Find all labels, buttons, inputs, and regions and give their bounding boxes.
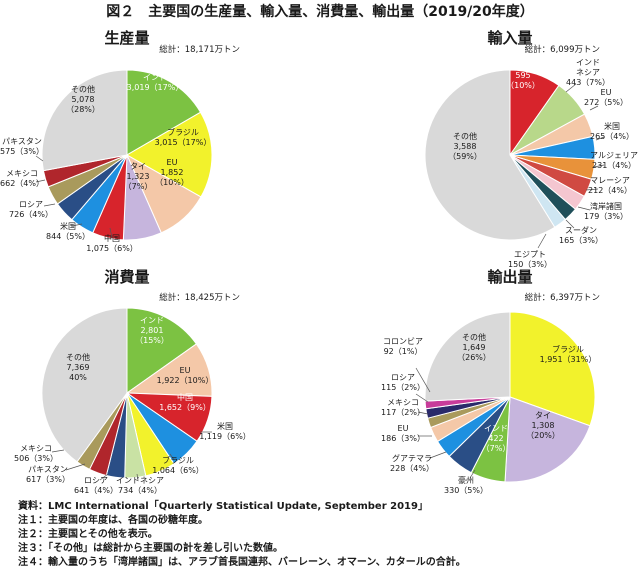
slice-label: その他 3,588 （59%） xyxy=(448,131,482,161)
notes: 資料：LMC International「Quarterly Statistic… xyxy=(18,500,630,570)
leader-line xyxy=(469,469,476,479)
slice-label: 中国 595 （10%） xyxy=(506,60,540,90)
slice-label: 米国 1,119（6%） xyxy=(199,421,251,441)
leader-line xyxy=(417,411,429,415)
slice-label: ブラジル 1,064（6%） xyxy=(152,455,204,475)
slice-label: インド 422 （7%） xyxy=(482,424,511,453)
note-2: 注２：主要国とその他を表示。 xyxy=(18,529,158,540)
note-1: 注１：主要国の年度は、各国の砂糖年度。 xyxy=(18,515,208,526)
slice-label: メキシコ 506（3%） xyxy=(14,444,58,463)
slice-label: マレーシア 212（4%） xyxy=(588,176,632,195)
leader-line xyxy=(43,203,56,207)
pie-slice-1 xyxy=(126,69,202,156)
pie-slice-2 xyxy=(504,396,591,483)
pie-slice-10 xyxy=(41,307,128,463)
note-source: 資料：LMC International「Quarterly Statistic… xyxy=(18,501,428,512)
slice-label: パキスタン 617（3%） xyxy=(26,465,70,484)
slice-label: メキシコ 662（4%） xyxy=(0,169,44,188)
pie-slice-10 xyxy=(424,311,511,402)
slice-label: 豪州 330（5%） xyxy=(444,475,488,495)
figure-title: 図２ 主要国の生産量、輸入量、消費量、輸出量（2019/20年度） xyxy=(106,3,534,20)
chart-title: 消費量 xyxy=(104,268,149,286)
slice-label: インドネシア 443（7%） xyxy=(566,58,610,87)
slice-label: 湾岸諸国 179（3%） xyxy=(584,201,628,221)
chart-total: 総計：18,171万トン xyxy=(159,44,240,55)
pie-slice-1 xyxy=(126,307,198,394)
slice-label: EU 1,852 （10%） xyxy=(155,158,189,187)
slice-label: 中国 1,652（9%） xyxy=(159,392,211,412)
chart-total: 総計：6,397万トン xyxy=(525,292,600,303)
pie-slice-10 xyxy=(41,69,128,172)
leader-line xyxy=(109,227,113,239)
leader-line xyxy=(415,393,429,403)
slice-label: ロシア 115（2%） xyxy=(381,373,425,392)
chart-title: 生産量 xyxy=(104,29,149,47)
leader-line xyxy=(595,136,605,141)
leader-line xyxy=(565,83,577,93)
slice-label: アルジェリア 231（4%） xyxy=(590,151,638,170)
chart-total: 総計：18,425万トン xyxy=(159,292,240,303)
leader-line xyxy=(415,367,431,393)
slice-label: EU 1,922（10%） xyxy=(157,366,214,385)
slice-label: 米国 844（5%） xyxy=(46,221,90,241)
slice-label: エジプト 150（3%） xyxy=(508,250,552,269)
slice-label: タイ 1,308 （20%） xyxy=(526,411,560,440)
slice-label: EU 272（5%） xyxy=(584,88,628,107)
slice-label: その他 7,369 40% xyxy=(66,352,90,382)
leader-line xyxy=(99,473,109,481)
pie-slice-2 xyxy=(125,111,213,198)
slice-label: EU 186（3%） xyxy=(381,424,425,443)
leader-line xyxy=(51,449,65,453)
slice-label: その他 1,649 （26%） xyxy=(457,332,491,362)
leader-line xyxy=(65,463,86,471)
leader-line xyxy=(565,219,575,229)
chart-total: 総計：6,099万トン xyxy=(525,44,600,55)
leader-line xyxy=(169,453,175,461)
slice-label: パキスタン 575（3%） xyxy=(0,137,44,156)
figure-canvas: 図２ 主要国の生産量、輸入量、消費量、輸出量（2019/20年度） 生産量総計：… xyxy=(0,3,638,495)
leader-line xyxy=(537,233,547,249)
leader-line xyxy=(593,164,605,168)
leader-line xyxy=(71,223,83,227)
slice-label: スーダン 165（3%） xyxy=(559,225,603,245)
leader-line xyxy=(35,179,46,183)
slice-label: インド 3,019（17%） xyxy=(127,73,184,92)
pie-slice-1 xyxy=(509,311,596,427)
slice-label: タイ 1,323 （7%） xyxy=(124,162,153,191)
slice-label: インド 2,801 （15%） xyxy=(135,316,169,345)
slice-label: 中国 1,075（6%） xyxy=(86,233,138,253)
leader-line xyxy=(589,105,599,111)
slice-label: インドネシア 734（4%） xyxy=(116,476,164,495)
chart-title: 輸入量 xyxy=(487,29,532,47)
slice-label: グアテマラ 228（4%） xyxy=(390,453,434,473)
slice-label: ロシア 726（4%） xyxy=(9,200,53,219)
chart-title: 輸出量 xyxy=(487,268,532,286)
slice-label: ロシア 641（4%） xyxy=(74,476,118,495)
slice-label: コロンビア 92（1%） xyxy=(383,337,423,356)
slice-label: その他 5,078 （28%） xyxy=(66,84,100,114)
slice-label: 米国 265（4%） xyxy=(590,121,634,141)
leader-line xyxy=(585,188,599,191)
leader-line xyxy=(577,206,591,211)
leader-line xyxy=(429,451,447,459)
leader-line xyxy=(35,155,44,162)
note-3: 注３：「その他」は総計から主要国の計を差し引いた数値。 xyxy=(18,543,283,554)
note-4: 注４：輸入量のうち「湾岸諸国」は、アラブ首長国連邦、バーレーン、オマーン、カター… xyxy=(18,557,466,568)
leader-line xyxy=(136,473,139,481)
slice-label: ブラジル 1,951（31%） xyxy=(540,344,597,364)
pie-slice-10 xyxy=(424,69,556,241)
slice-label: メキシコ 117（2%） xyxy=(381,398,425,417)
slice-label: ブラジル 3,015（17%） xyxy=(155,127,212,147)
